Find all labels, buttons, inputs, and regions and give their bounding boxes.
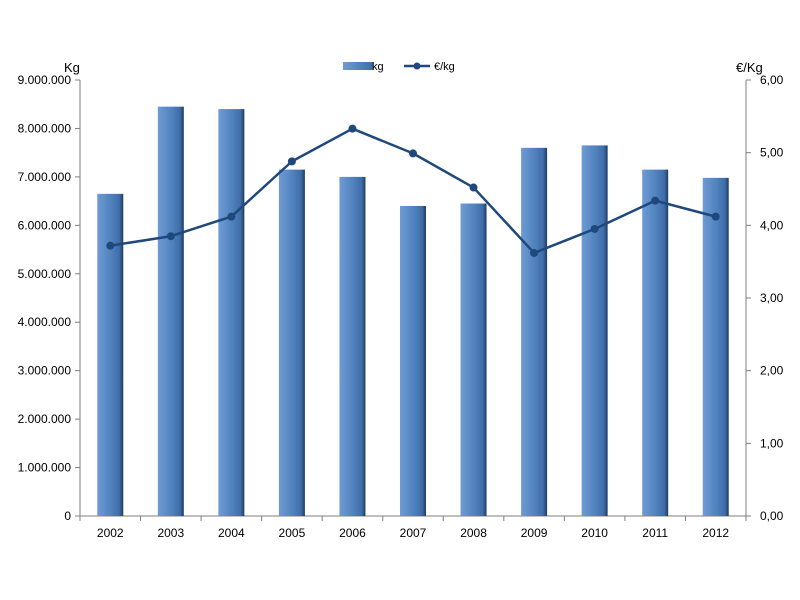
bar-2012 [702,177,729,516]
legend-line-label: €/kg [434,61,455,73]
price-point-2009 [530,248,539,257]
left-tick-label: 7.000.000 [18,170,72,184]
legend-bar-swatch [343,62,373,70]
legend-line-marker [413,62,421,70]
right-tick-label: 4,00 [760,218,784,232]
left-tick-label: 3.000.000 [18,364,72,378]
price-point-2012 [711,212,720,221]
x-tick-label: 2005 [279,526,306,540]
bar-2004 [218,109,245,517]
right-tick-label: 5,00 [760,146,784,160]
price-point-2008 [469,183,478,192]
bar-2009 [521,147,548,517]
left-tick-label: 9.000.000 [18,73,72,87]
x-tick-label: 2003 [157,526,184,540]
x-tick-label: 2010 [581,526,608,540]
left-tick-label: 8.000.000 [18,121,72,135]
price-point-2010 [590,224,599,233]
bar-2011 [642,169,669,516]
x-tick-label: 2011 [642,526,668,540]
x-tick-label: 2007 [400,526,427,540]
legend: kg €/kg [343,61,455,73]
left-tick-label: 1.000.000 [18,461,72,475]
bar-series [97,106,729,517]
left-tick-label: 6.000.000 [18,218,72,232]
price-point-2004 [227,212,236,221]
price-point-2006 [348,124,357,133]
x-axis-ticks: 2002 2003 2004 2005 2006 2007 2008 2009 2010 2011… [79,516,747,540]
right-axis-ticks: 0,00 1,00 2,00 3,00 4,00 5,00 6,00 [746,73,784,523]
bar-2003 [157,106,184,517]
right-tick-label: 3,00 [760,291,784,305]
left-axis-ticks: 0 1.000.000 2.000.000 3.000.000 4.000.000 5.0… [18,73,80,523]
bar-2008 [460,203,487,517]
x-tick-label: 2004 [218,526,245,540]
price-point-2011 [651,196,660,205]
x-tick-label: 2008 [460,526,487,540]
left-axis-unit: Kg [64,60,80,75]
x-tick-label: 2006 [339,526,366,540]
left-tick-label: 0 [64,509,71,523]
right-tick-label: 0,00 [760,509,784,523]
bar-2010 [581,145,608,516]
x-tick-label: 2012 [702,526,729,540]
price-point-2005 [287,157,296,166]
legend-bar-label: kg [372,61,384,73]
bar-2007 [400,205,426,516]
left-tick-label: 4.000.000 [18,315,72,329]
left-tick-label: 2.000.000 [18,412,72,426]
price-point-2003 [166,232,175,241]
left-tick-label: 5.000.000 [18,267,72,281]
x-tick-label: 2009 [521,526,548,540]
price-point-2007 [409,149,417,158]
bar-2005 [278,169,305,516]
right-tick-label: 1,00 [760,436,784,450]
right-tick-label: 6,00 [760,73,784,87]
right-tick-label: 2,00 [760,364,784,378]
right-axis-unit: €/Kg [736,60,763,75]
line-series [106,124,720,257]
x-tick-label: 2002 [97,526,124,540]
price-point-2002 [106,241,115,250]
bar-2006 [339,176,366,516]
